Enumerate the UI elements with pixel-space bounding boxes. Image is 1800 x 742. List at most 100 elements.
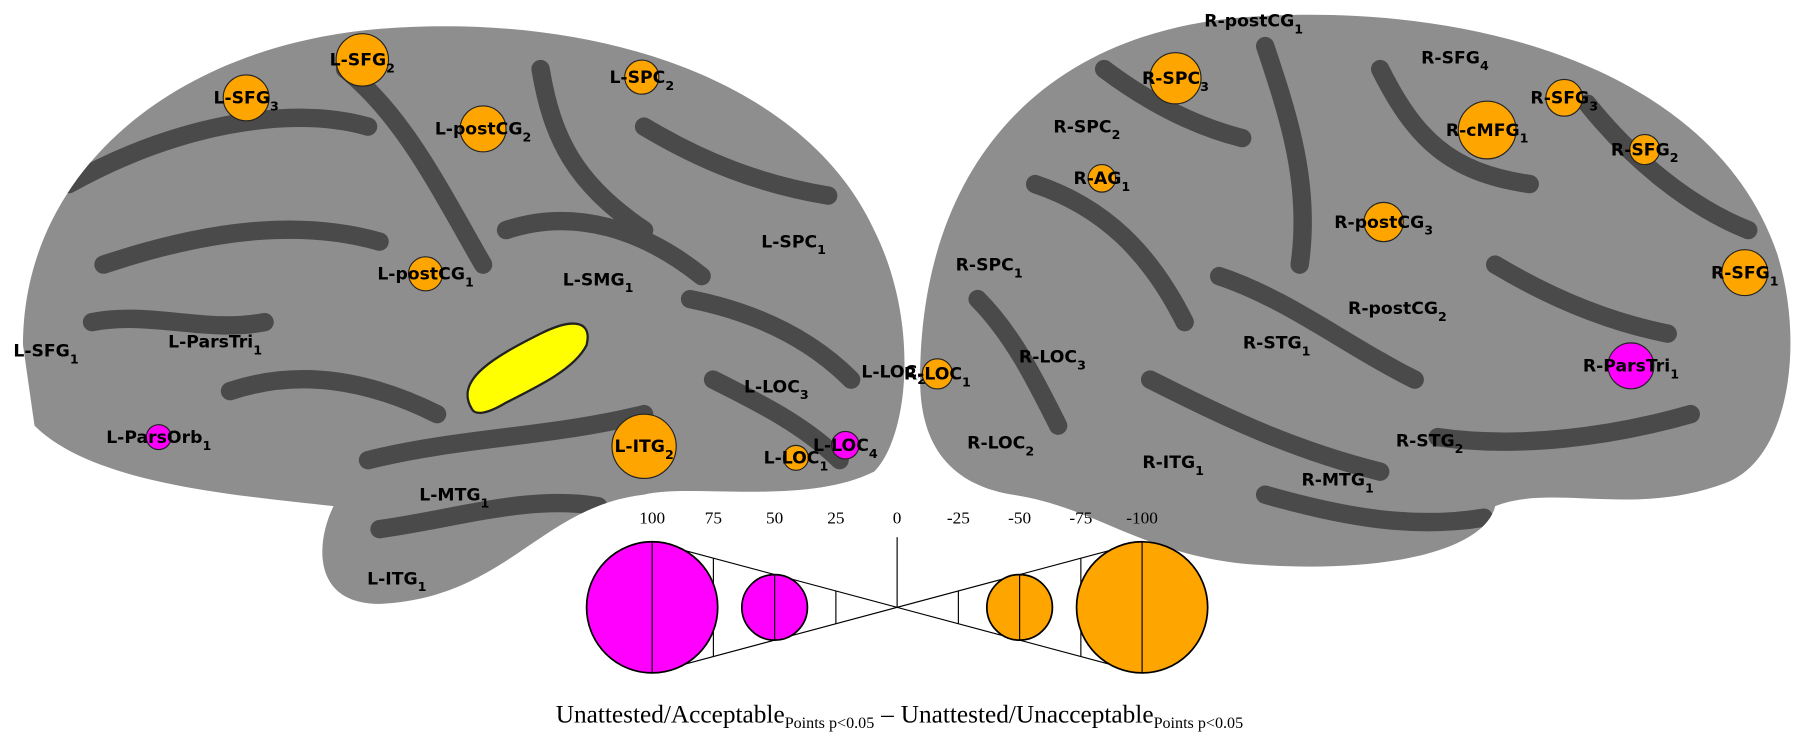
legend-tick-label: 50 [766, 508, 783, 527]
region-sub: 1 [1770, 273, 1779, 288]
region-sub: 2 [1455, 441, 1464, 456]
caption-left-sub: Points p<0.05 [785, 715, 875, 732]
region-label: R-STG1 [1243, 334, 1311, 359]
region-label: L-ParsTri1 [168, 332, 262, 357]
region-circle [1721, 249, 1769, 297]
region-sub: 2 [1025, 444, 1034, 459]
caption-right-sub: Points p<0.05 [1154, 715, 1244, 732]
region-label: R-LOC3 [1019, 347, 1086, 372]
region-name: R-LOC [904, 365, 962, 385]
region-name: R-MTG [1301, 470, 1365, 490]
legend-tick-label: 100 [639, 508, 665, 527]
region-sub: 1 [1365, 480, 1374, 495]
region-name: R-SPC [1142, 69, 1200, 89]
region-label: L-SPC1 [761, 232, 826, 257]
region-sub: 1 [202, 438, 211, 453]
region-name: R-LOC [967, 434, 1025, 454]
region-sub: 3 [1200, 79, 1209, 94]
region-sub: 1 [70, 352, 79, 367]
region-name: R-LOC [1019, 347, 1077, 367]
region-sub: 1 [1670, 366, 1679, 381]
region-name: R-postCG [1348, 299, 1438, 319]
region-label: R-SFG2 [1611, 140, 1679, 165]
region-name: R-SFG [1711, 263, 1770, 283]
region-sub: 2 [1670, 150, 1679, 165]
region-name: L-SFG [13, 342, 70, 362]
region-label: L-SFG3 [213, 89, 278, 114]
region-label: L-postCG1 [377, 265, 473, 290]
region-circle [1087, 164, 1117, 193]
region-sub: 4 [869, 446, 878, 461]
region-name: L-postCG [435, 120, 523, 140]
region-name: R-SPC [1053, 117, 1111, 137]
region-sub: 4 [1480, 58, 1489, 73]
legend: 100 75 50 25 0 -25 -50 -75 -100 [585, 508, 1209, 674]
region-name: L-SFG [330, 51, 387, 71]
region-label: R-LOC2 [967, 434, 1034, 459]
region-label: L-ParsOrb1 [106, 428, 211, 453]
region-sub: 3 [1424, 223, 1433, 238]
region-name: R-AG [1073, 169, 1121, 189]
region-circle [1629, 133, 1661, 166]
region-name: R-STG [1396, 431, 1455, 451]
region-name: L-ITG [367, 569, 418, 589]
region-name: R-SFG [1530, 89, 1589, 109]
region-name: L-SFG [213, 89, 270, 109]
region-name: L-ITG [614, 437, 665, 457]
region-circle [1363, 201, 1404, 243]
region-sub: 1 [1014, 265, 1023, 280]
region-label: R-postCG3 [1334, 213, 1433, 238]
region-name: L-LOC [861, 362, 917, 382]
region-label: L-LOC4 [813, 436, 878, 461]
region-sub: 3 [1077, 357, 1086, 372]
region-sub: 1 [1520, 131, 1529, 146]
region-sub: 1 [253, 342, 262, 357]
region-label: L-SPC2 [609, 68, 674, 93]
region-name: L-ParsTri [168, 332, 253, 352]
region-label: R-STG2 [1396, 431, 1464, 456]
region-label: R-SPC3 [1142, 69, 1209, 94]
region-label: R-SFG1 [1711, 263, 1779, 288]
region-name: L-ParsOrb [106, 428, 202, 448]
region-name: L-LOC [744, 377, 800, 397]
region-circle [1457, 100, 1517, 160]
region-circle [921, 358, 954, 390]
region-circle [782, 444, 809, 471]
region-label: L-ITG1 [367, 569, 426, 594]
region-name: L-MTG [419, 485, 480, 505]
region-label: R-MTG1 [1301, 470, 1373, 495]
legend-tick-label: -75 [1069, 508, 1092, 527]
region-name: R-cMFG [1446, 121, 1520, 141]
region-name: L-postCG [377, 265, 465, 285]
region-sub: 3 [270, 98, 279, 113]
region-label: L-SFG1 [13, 342, 78, 367]
region-circle [335, 33, 390, 87]
region-name: R-SFG [1421, 48, 1480, 68]
caption-left: Unattested/Acceptable [556, 700, 785, 728]
region-label: R-LOC1 [904, 365, 971, 390]
region-label: L-LOC3 [744, 377, 809, 402]
region-sub: 1 [481, 495, 490, 510]
region-sub: 1 [1195, 463, 1204, 478]
caption: Unattested/AcceptablePoints p<0.05– Unatt… [556, 700, 1243, 732]
region-sub: 2 [386, 61, 395, 76]
region-sub: 1 [1294, 21, 1303, 36]
region-circle [611, 413, 677, 480]
region-circle [1607, 342, 1655, 390]
region-sub: 1 [817, 242, 826, 257]
region-sub: 1 [962, 375, 971, 390]
region-circle [1149, 52, 1202, 105]
region-name: R-postCG [1334, 213, 1424, 233]
region-sub: 1 [465, 274, 474, 289]
region-name: L-LOC [764, 449, 820, 469]
region-sub: 1 [819, 458, 828, 473]
region-circle [831, 430, 860, 460]
region-name: L-SMG [563, 270, 625, 290]
legend-guide [651, 541, 1143, 674]
region-name: L-SPC [609, 68, 665, 88]
right-hemisphere [920, 14, 1791, 567]
region-label: R-SFG3 [1530, 89, 1598, 114]
region-sub: 3 [1589, 98, 1598, 113]
region-sub: 2 [1438, 309, 1447, 324]
